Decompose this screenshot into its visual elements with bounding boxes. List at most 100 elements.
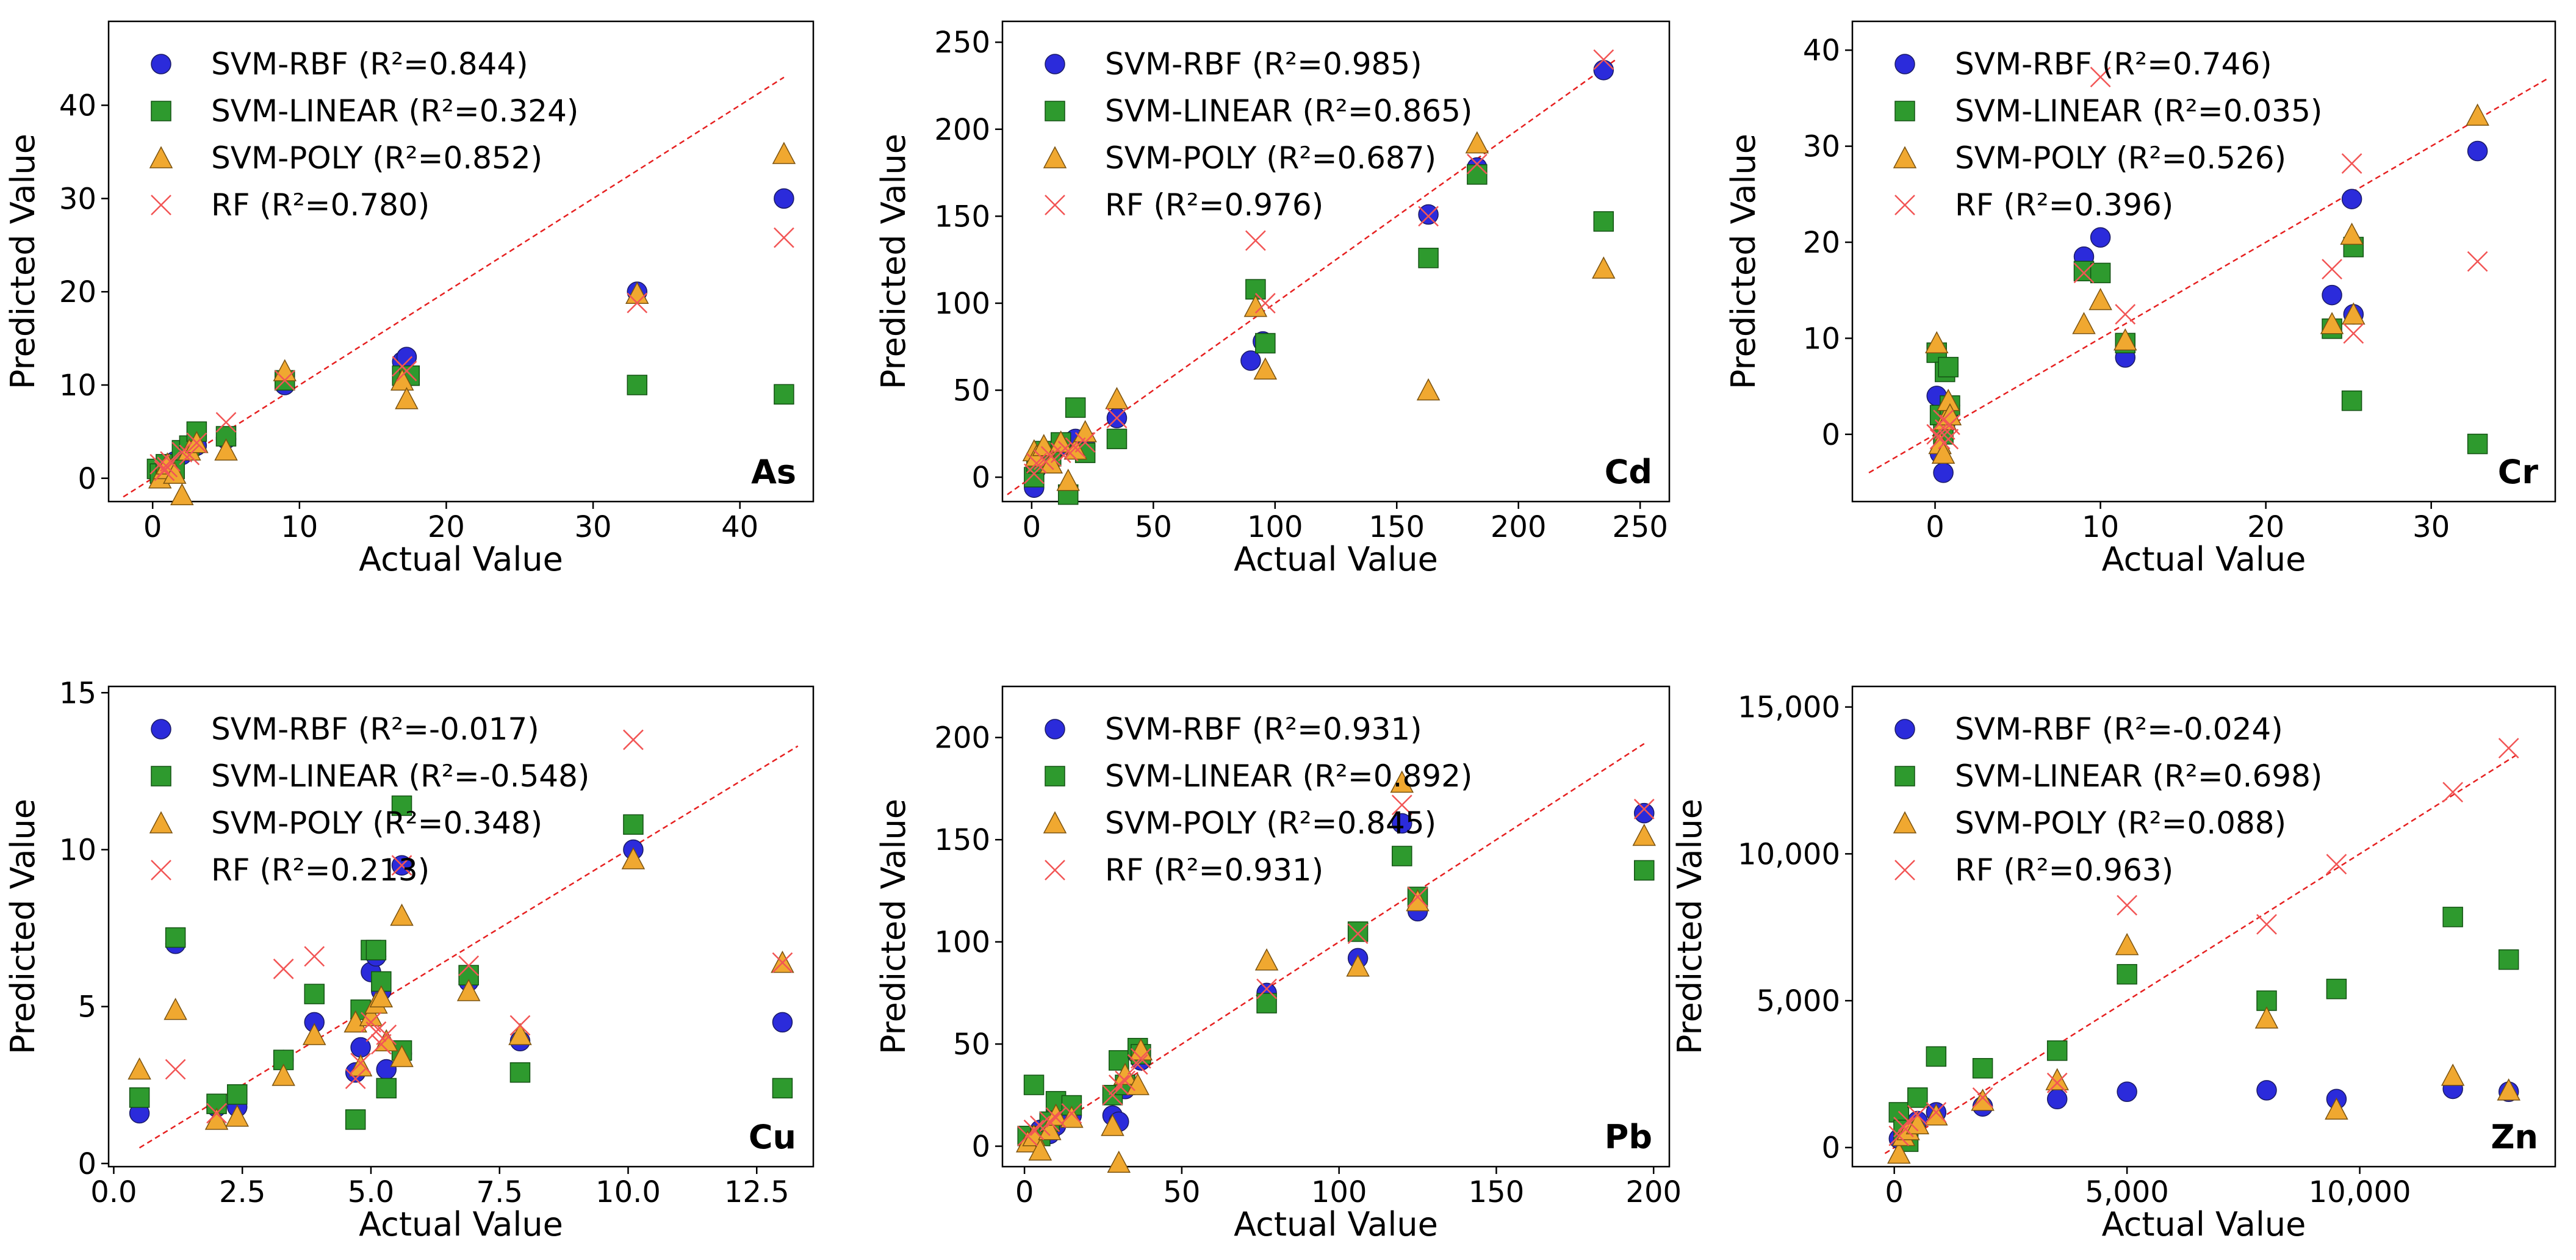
x-tick-label: 5,000 bbox=[2085, 1175, 2168, 1209]
point-rf bbox=[2343, 323, 2364, 344]
y-tick-label: 40 bbox=[1803, 34, 1840, 68]
legend-marker-linear bbox=[1045, 766, 1065, 787]
point-rf bbox=[396, 361, 417, 381]
x-axis-label: Actual Value bbox=[1234, 540, 1438, 578]
point-rf bbox=[2442, 782, 2464, 803]
legend-entry-rf: RF (R²=0.963) bbox=[1955, 852, 2173, 888]
point-linear bbox=[227, 1084, 248, 1105]
point-rf bbox=[186, 432, 207, 453]
x-tick-label: 0 bbox=[143, 510, 162, 544]
y-tick-label: 10 bbox=[59, 833, 96, 867]
x-axis-label: Actual Value bbox=[2102, 540, 2306, 578]
y-tick-label: 50 bbox=[953, 1028, 990, 1062]
point-rf bbox=[1926, 1102, 1947, 1123]
point-rf bbox=[1115, 1070, 1135, 1092]
point-poly bbox=[1632, 823, 1657, 846]
point-poly bbox=[1105, 387, 1129, 409]
point-rbf bbox=[774, 188, 794, 209]
plot-frame bbox=[1001, 685, 1671, 1168]
point-poly bbox=[1406, 889, 1430, 912]
point-rf bbox=[171, 442, 193, 463]
plot-frame bbox=[1851, 685, 2556, 1168]
x-tick-label: 0 bbox=[1885, 1175, 1904, 1209]
legend-entry-linear: SVM-LINEAR (R²=0.865) bbox=[1105, 93, 1472, 129]
point-linear bbox=[1593, 211, 1614, 232]
legend-marker-linear bbox=[1045, 101, 1065, 121]
point-rbf bbox=[2256, 1080, 2277, 1101]
point-rf bbox=[1898, 1111, 1919, 1132]
element-label: Cu bbox=[749, 1118, 796, 1156]
point-linear bbox=[1109, 1050, 1129, 1071]
point-poly bbox=[2441, 1064, 2465, 1086]
point-rf bbox=[2115, 304, 2136, 325]
panel-zn: 0 5,000 10,000 0 5,000 10,000 15,000 Actual Val… bbox=[1671, 685, 2556, 1244]
point-rf bbox=[2498, 738, 2519, 758]
point-rf bbox=[1065, 437, 1086, 458]
y-tick-label: 0 bbox=[971, 461, 990, 495]
legend-marker-rf bbox=[1045, 860, 1065, 880]
panel-pb: 0 50 100 150 200 0 50 100 150 200 Actual Value Pred… bbox=[874, 685, 1682, 1244]
point-linear bbox=[2498, 949, 2519, 970]
point-rf bbox=[1061, 1103, 1082, 1124]
point-rf bbox=[1074, 432, 1096, 453]
x-tick-label: 10 bbox=[2082, 510, 2119, 544]
legend-marker-poly bbox=[1893, 811, 1917, 833]
point-rf bbox=[1127, 1054, 1148, 1075]
point-rf bbox=[509, 1015, 531, 1036]
legend: SVM-RBF (R²=0.746) SVM-LINEAR (R²=0.035) S… bbox=[1893, 46, 2322, 223]
point-poly bbox=[369, 985, 394, 1007]
point-poly bbox=[1101, 1114, 1124, 1136]
legend: SVM-RBF (R²=0.844) SVM-LINEAR (R²=0.324) S… bbox=[149, 46, 578, 223]
identity-line bbox=[1884, 753, 2519, 1154]
point-rf bbox=[2326, 854, 2347, 875]
point-rf bbox=[2046, 1072, 2068, 1093]
point-linear bbox=[1926, 1046, 1947, 1067]
legend-marker-rbf bbox=[151, 719, 171, 740]
point-rbf bbox=[1240, 350, 1261, 371]
x-tick-label: 0 bbox=[1015, 1175, 1034, 1209]
point-rf bbox=[1106, 408, 1128, 429]
legend-entry-rf: RF (R²=0.213) bbox=[211, 852, 430, 888]
point-linear bbox=[1065, 397, 1086, 418]
y-axis-label: Predicted Value bbox=[1724, 134, 1763, 389]
point-rf bbox=[627, 292, 648, 314]
point-poly bbox=[1346, 954, 1370, 977]
point-poly bbox=[2072, 312, 2096, 334]
point-poly bbox=[390, 368, 414, 391]
legend-marker-rf bbox=[1894, 195, 1915, 215]
point-linear bbox=[2326, 979, 2347, 999]
x-tick-label: 7.5 bbox=[477, 1175, 523, 1209]
point-rbf bbox=[1593, 60, 1614, 81]
y-tick-label: 0 bbox=[1821, 418, 1840, 452]
legend-marker-rbf bbox=[1045, 54, 1065, 74]
point-linear bbox=[165, 927, 186, 948]
point-poly bbox=[2114, 328, 2137, 351]
point-linear bbox=[391, 795, 412, 816]
point-poly bbox=[772, 142, 796, 164]
point-poly bbox=[302, 1023, 326, 1045]
point-poly bbox=[1905, 1112, 1930, 1134]
point-linear bbox=[1392, 846, 1412, 866]
legend: SVM-RBF (R²=0.985) SVM-LINEAR (R²=0.865) S… bbox=[1043, 46, 1472, 223]
point-linear bbox=[1972, 1057, 1993, 1079]
point-poly bbox=[1253, 357, 1278, 380]
legend-marker-rf bbox=[151, 195, 171, 215]
point-linear bbox=[1634, 860, 1655, 881]
point-rf bbox=[1254, 293, 1276, 314]
point-linear bbox=[1106, 428, 1128, 450]
legend-entry-poly: SVM-POLY (R²=0.687) bbox=[1105, 140, 1436, 176]
point-linear bbox=[129, 1087, 150, 1108]
legend-entry-poly: SVM-POLY (R²=0.348) bbox=[211, 805, 542, 841]
point-rbf bbox=[2322, 284, 2342, 306]
point-linear bbox=[1418, 248, 1439, 268]
x-tick-label: 200 bbox=[1491, 510, 1547, 544]
point-rbf bbox=[2117, 1081, 2137, 1103]
point-linear bbox=[1938, 356, 1959, 378]
legend-marker-rbf bbox=[151, 54, 171, 74]
x-tick-label: 40 bbox=[721, 510, 758, 544]
point-rf bbox=[376, 1024, 397, 1045]
point-poly bbox=[2497, 1078, 2520, 1101]
x-tick-label: 2.5 bbox=[219, 1175, 265, 1209]
element-label: Zn bbox=[2491, 1118, 2538, 1156]
